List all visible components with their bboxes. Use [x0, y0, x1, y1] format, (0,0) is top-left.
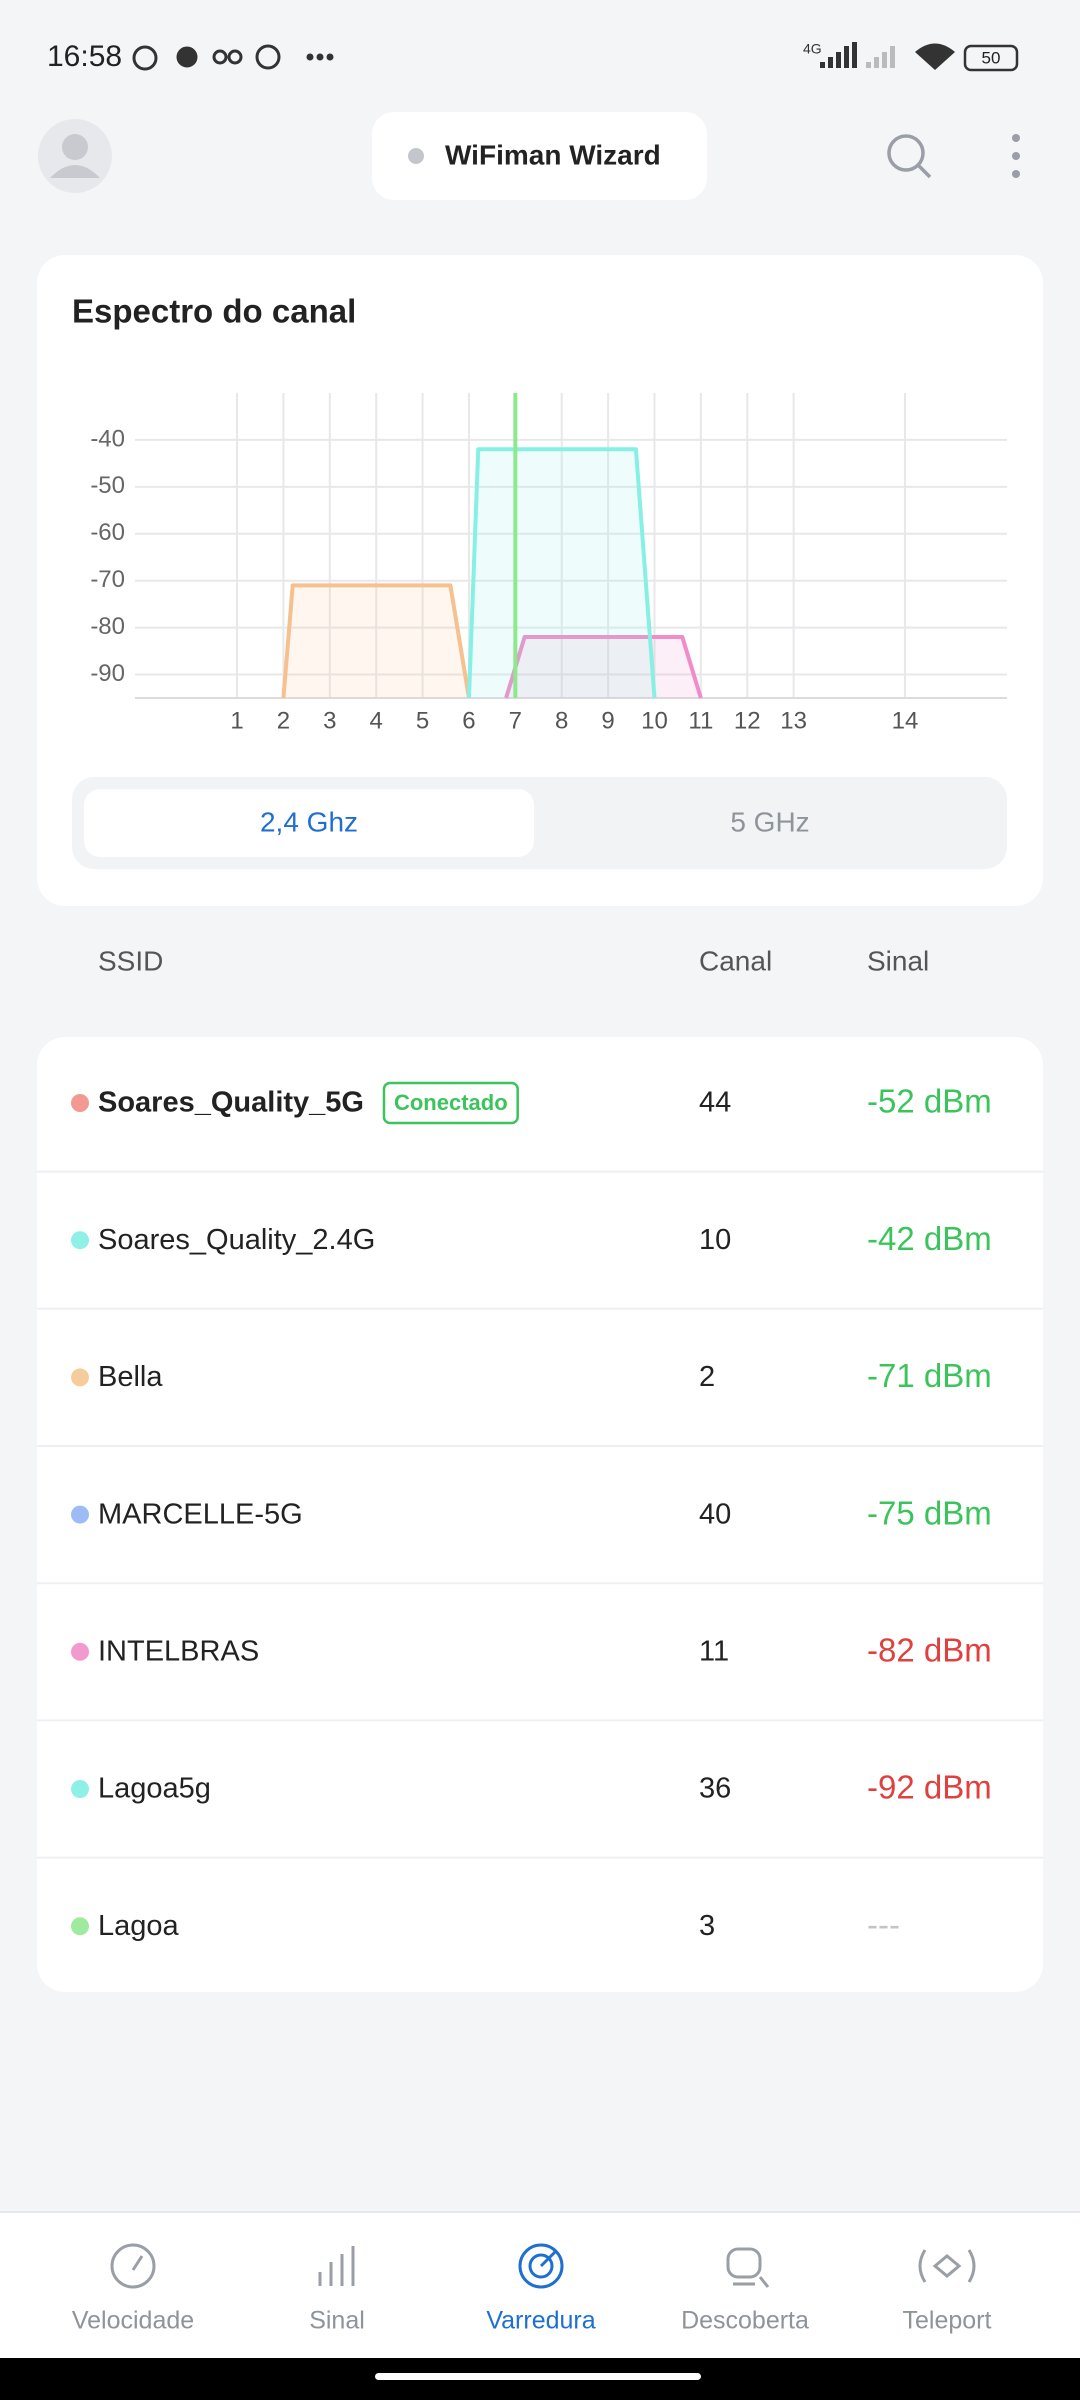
spectrum-fill	[468, 449, 655, 698]
signal: -42 dBm	[867, 1220, 992, 1257]
ssid-name: INTELBRAS	[98, 1635, 259, 1667]
tab-24ghz[interactable]: 2,4 Ghz	[260, 806, 358, 837]
channel: 11	[699, 1635, 729, 1667]
battery-level: 50	[982, 48, 1001, 67]
x-tick-label: 2	[277, 707, 290, 734]
x-tick-label: 4	[370, 707, 383, 734]
bottom-nav	[0, 2212, 1080, 2358]
column-header[interactable]: SSID	[98, 945, 163, 976]
x-tick-label: 6	[462, 707, 475, 734]
home-indicator[interactable]	[375, 2373, 701, 2380]
tab-5ghz[interactable]: 5 GHz	[730, 806, 809, 837]
ssid-dot	[71, 1368, 89, 1387]
x-tick-label: 11	[688, 707, 713, 734]
avatar-body	[50, 165, 100, 178]
ssid-name: Lagoa	[98, 1910, 180, 1942]
channel: 10	[699, 1224, 731, 1256]
status-badge	[382, 1081, 519, 1125]
spectrum-line	[466, 447, 657, 699]
column-header[interactable]: Canal	[699, 945, 772, 976]
signal: -52 dBm	[867, 1083, 992, 1120]
ssid-name: Bella	[98, 1361, 163, 1393]
battery-icon	[963, 44, 1019, 72]
y-tick-label: -40	[90, 425, 125, 452]
ssid-name: Soares_Quality_2.4G	[98, 1224, 375, 1256]
nav-label-active[interactable]: Varredura	[486, 2307, 595, 2335]
signal: -71 dBm	[867, 1357, 992, 1394]
nav-icons	[110, 2243, 976, 2289]
signal: -82 dBm	[867, 1632, 992, 1669]
signal: ---	[867, 1906, 900, 1943]
y-tick-label: -90	[90, 660, 125, 687]
network-list	[37, 1037, 1043, 1992]
x-tick-label: 3	[323, 707, 336, 734]
spectrum-line	[281, 583, 471, 699]
channel: 2	[699, 1361, 715, 1393]
channel: 40	[699, 1498, 731, 1530]
y-tick-label: -70	[90, 566, 125, 593]
nav-label[interactable]: Teleport	[903, 2307, 992, 2335]
signal-icons	[820, 42, 955, 70]
ssid-dot	[71, 1642, 89, 1661]
column-header[interactable]: Sinal	[867, 945, 929, 976]
x-tick-label: 10	[641, 707, 668, 734]
x-tick-label: 9	[601, 707, 614, 734]
ssid-dot	[71, 1505, 89, 1524]
status-time: 16:58	[47, 40, 122, 73]
channel: 44	[699, 1087, 731, 1119]
y-tick-label: -50	[90, 472, 125, 499]
nav-label[interactable]: Sinal	[309, 2307, 365, 2335]
ssid-dot	[71, 1917, 89, 1936]
signal: -92 dBm	[867, 1769, 992, 1806]
wizard-button[interactable]	[372, 112, 707, 200]
search-icon[interactable]	[887, 134, 932, 179]
network-rows: Soares_Quality_5G Conectado 44 -52 dBm Soare…	[37, 1081, 1043, 1943]
card-title: Espectro do canal	[72, 293, 356, 330]
x-tick-label: 14	[892, 707, 919, 734]
x-tick-label: 7	[509, 707, 522, 734]
nav-label[interactable]: Velocidade	[72, 2307, 194, 2335]
y-tick-label: -60	[90, 519, 125, 546]
status-badge-text: Conectado	[394, 1090, 508, 1115]
x-tick-label: 8	[555, 707, 568, 734]
ssid-name: Soares_Quality_5G	[98, 1087, 364, 1119]
spectrum-chart: -90-80-70-60-50-401 2 3 4 5 6 7 8 9 10 11 12 13 14	[90, 393, 1007, 734]
avatar-head	[62, 134, 88, 160]
ssid-name: MARCELLE-5G	[98, 1498, 303, 1530]
x-tick-label: 5	[416, 707, 429, 734]
channel: 36	[699, 1773, 731, 1805]
ssid-dot	[71, 1231, 89, 1250]
x-tick-label: 12	[734, 707, 761, 734]
menu-icon[interactable]	[1012, 134, 1020, 178]
x-tick-label: 1	[230, 707, 243, 734]
status-icons	[132, 44, 334, 71]
wizard-dot	[408, 148, 424, 164]
signal: -75 dBm	[867, 1494, 992, 1531]
status-network: 4G	[803, 41, 822, 57]
tab-active-bg	[84, 789, 534, 857]
nav-label[interactable]: Descoberta	[681, 2307, 809, 2335]
spectrum-fill	[283, 585, 469, 698]
ssid-dot	[71, 1780, 89, 1798]
x-tick-label: 13	[780, 707, 807, 734]
ssid-name: Lagoa5g	[98, 1773, 211, 1805]
header-title: WiFiman Wizard	[445, 139, 661, 170]
channel: 3	[699, 1910, 715, 1942]
ssid-dot	[71, 1094, 89, 1112]
y-tick-label: -80	[90, 613, 125, 640]
